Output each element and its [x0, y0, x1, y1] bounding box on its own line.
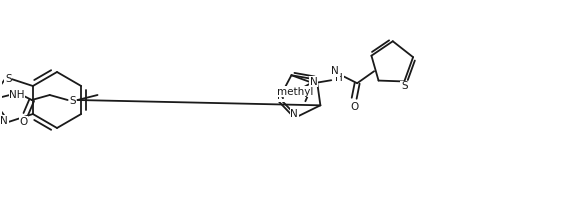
Text: N: N: [291, 109, 298, 119]
Text: N: N: [278, 91, 285, 101]
Text: N: N: [310, 77, 318, 87]
Text: O: O: [350, 102, 358, 112]
Text: NH: NH: [9, 90, 25, 100]
Text: H: H: [335, 73, 343, 83]
Text: S: S: [5, 74, 12, 84]
Text: methyl: methyl: [277, 87, 313, 97]
Text: N: N: [332, 66, 339, 76]
Text: S: S: [70, 95, 76, 105]
Text: N: N: [1, 116, 8, 126]
Text: S: S: [401, 81, 408, 91]
Text: S: S: [70, 96, 76, 106]
Text: O: O: [20, 117, 28, 127]
